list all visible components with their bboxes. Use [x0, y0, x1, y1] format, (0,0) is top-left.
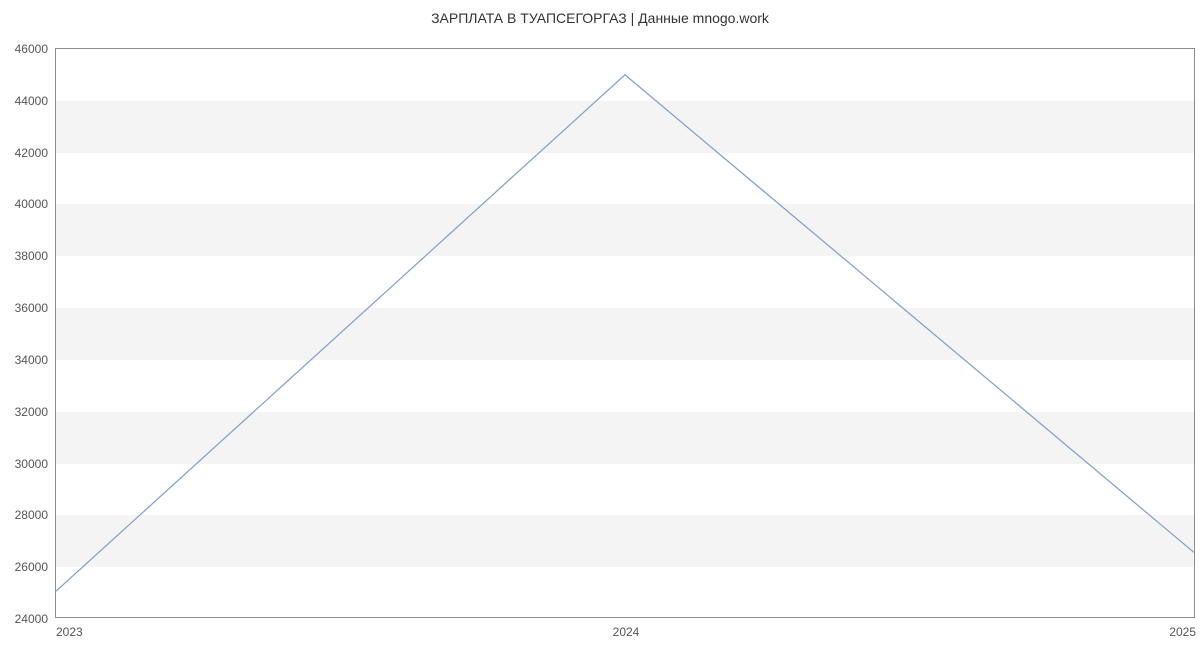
plot-area: 2400026000280003000032000340003600038000…	[55, 48, 1195, 618]
y-tick-label: 44000	[15, 94, 48, 108]
data-line	[56, 75, 1194, 591]
y-tick-label: 38000	[15, 249, 48, 263]
y-tick-label: 24000	[15, 612, 48, 626]
line-series	[56, 49, 1194, 617]
y-tick-label: 26000	[15, 560, 48, 574]
x-tick-label: 2025	[1169, 625, 1196, 639]
y-tick-label: 32000	[15, 405, 48, 419]
y-tick-label: 40000	[15, 197, 48, 211]
y-tick-label: 28000	[15, 508, 48, 522]
y-tick-label: 36000	[15, 301, 48, 315]
x-tick-label: 2023	[56, 625, 83, 639]
y-tick-label: 34000	[15, 353, 48, 367]
y-tick-label: 42000	[15, 146, 48, 160]
x-tick-label: 2024	[613, 625, 640, 639]
y-tick-label: 30000	[15, 457, 48, 471]
chart-title: ЗАРПЛАТА В ТУАПСЕГОРГАЗ | Данные mnogo.w…	[0, 0, 1200, 26]
y-tick-label: 46000	[15, 42, 48, 56]
